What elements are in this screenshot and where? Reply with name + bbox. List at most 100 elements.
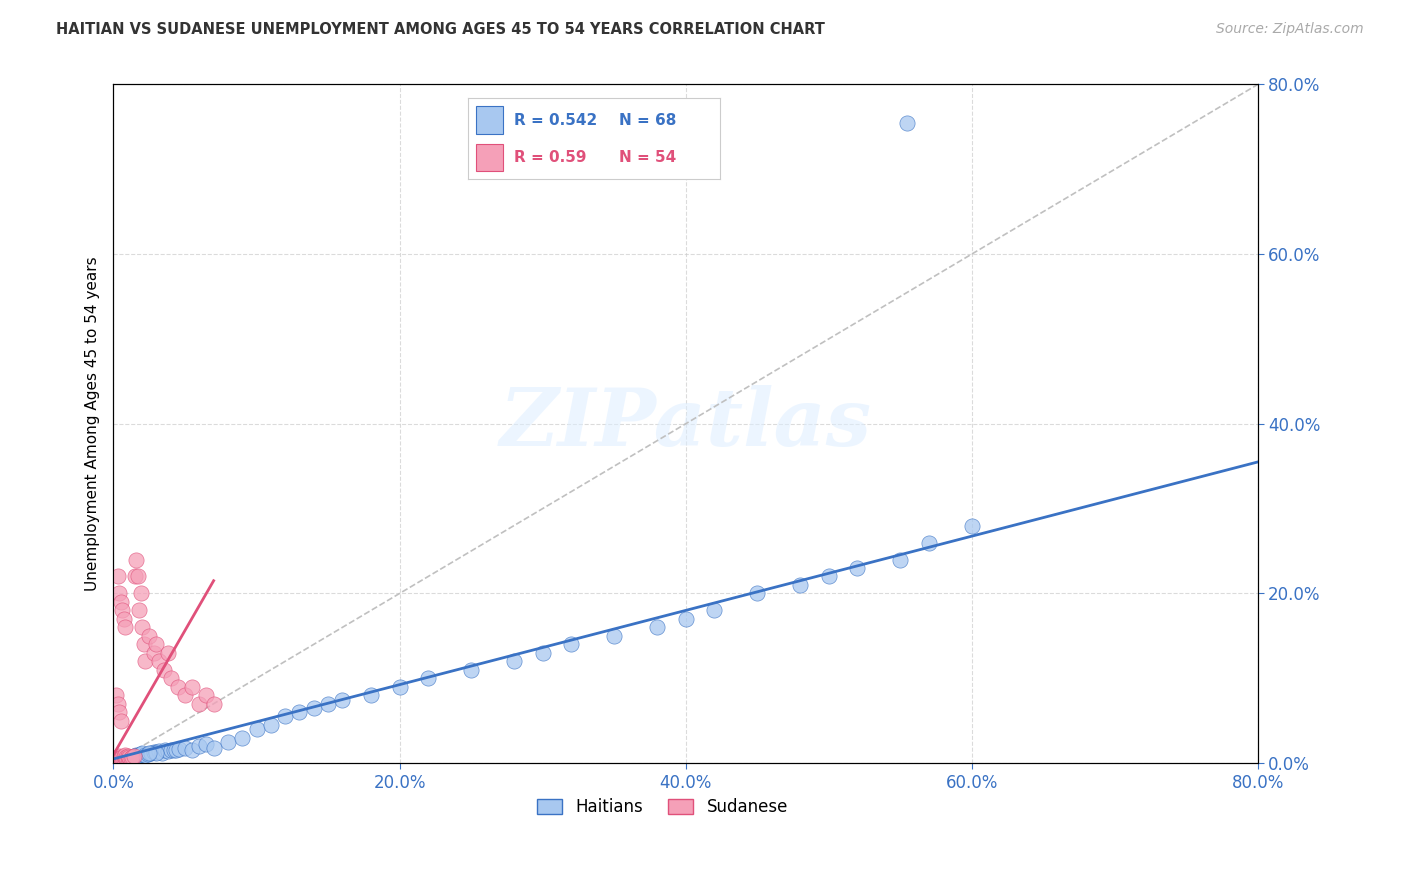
Point — [117, 752, 139, 766]
Point — [108, 752, 131, 766]
Point — [127, 747, 149, 762]
Point — [129, 747, 152, 761]
Point — [122, 749, 145, 764]
Point — [231, 731, 253, 745]
Point — [159, 743, 181, 757]
Text: ZIPatlas: ZIPatlas — [499, 385, 872, 463]
Point — [165, 743, 187, 757]
Point — [274, 709, 297, 723]
Text: Source: ZipAtlas.com: Source: ZipAtlas.com — [1216, 22, 1364, 37]
Point — [115, 752, 138, 766]
Point — [131, 620, 153, 634]
Y-axis label: Unemployment Among Ages 45 to 54 years: Unemployment Among Ages 45 to 54 years — [86, 257, 100, 591]
Point — [105, 688, 128, 702]
Point — [202, 740, 225, 755]
Point — [181, 743, 204, 757]
Point — [134, 654, 156, 668]
Point — [110, 751, 132, 765]
Point — [162, 742, 184, 756]
Point — [675, 612, 697, 626]
Point — [121, 750, 143, 764]
Point — [260, 718, 283, 732]
Point — [105, 755, 128, 769]
Point — [142, 646, 165, 660]
Point — [789, 578, 811, 592]
Legend: Haitians, Sudanese: Haitians, Sudanese — [530, 791, 794, 822]
Point — [174, 740, 197, 755]
Point — [105, 751, 128, 765]
Point — [145, 746, 167, 760]
Point — [108, 749, 131, 764]
Point — [110, 754, 132, 768]
Point — [603, 629, 626, 643]
Point — [115, 752, 138, 766]
Point — [111, 603, 134, 617]
Point — [110, 754, 132, 768]
Point — [142, 745, 165, 759]
Point — [107, 697, 129, 711]
Point — [181, 680, 204, 694]
Point — [846, 561, 869, 575]
Point — [460, 663, 482, 677]
Point — [105, 754, 128, 768]
Point — [107, 569, 129, 583]
Point — [148, 744, 170, 758]
Point — [703, 603, 725, 617]
Point — [503, 654, 526, 668]
Point — [121, 750, 143, 764]
Point — [167, 680, 190, 694]
Point — [108, 754, 131, 768]
Point — [128, 603, 150, 617]
Point — [960, 518, 983, 533]
Point — [889, 552, 911, 566]
Point — [388, 680, 411, 694]
Point — [153, 743, 176, 757]
Point — [125, 748, 148, 763]
Point — [125, 552, 148, 566]
Point — [112, 752, 135, 766]
Point — [114, 748, 136, 763]
Point — [302, 701, 325, 715]
Text: HAITIAN VS SUDANESE UNEMPLOYMENT AMONG AGES 45 TO 54 YEARS CORRELATION CHART: HAITIAN VS SUDANESE UNEMPLOYMENT AMONG A… — [56, 22, 825, 37]
Point — [118, 750, 141, 764]
Point — [152, 663, 174, 677]
Point — [131, 746, 153, 760]
Point — [148, 654, 170, 668]
Point — [112, 749, 135, 764]
Point — [107, 754, 129, 768]
Point — [560, 637, 582, 651]
Point — [645, 620, 668, 634]
Point — [111, 753, 134, 767]
Point — [120, 751, 142, 765]
Point — [145, 637, 167, 651]
Point — [111, 750, 134, 764]
Point — [896, 115, 918, 129]
Point — [360, 688, 382, 702]
Point — [117, 749, 139, 764]
Point — [107, 753, 129, 767]
Point — [245, 722, 267, 736]
Point — [129, 586, 152, 600]
Point — [139, 746, 162, 760]
Point — [918, 535, 941, 549]
Point — [138, 629, 160, 643]
Point — [115, 750, 138, 764]
Point — [747, 586, 769, 600]
Point — [136, 747, 159, 761]
Point — [118, 751, 141, 765]
Point — [150, 746, 173, 760]
Point — [132, 637, 155, 651]
Point — [145, 745, 167, 759]
Point — [110, 595, 132, 609]
Point — [124, 749, 146, 764]
Point — [114, 751, 136, 765]
Point — [122, 749, 145, 764]
Point — [195, 738, 218, 752]
Point — [188, 739, 211, 754]
Point — [316, 697, 339, 711]
Point — [107, 750, 129, 764]
Point — [110, 714, 132, 728]
Point — [188, 697, 211, 711]
Point — [120, 750, 142, 764]
Point — [174, 688, 197, 702]
